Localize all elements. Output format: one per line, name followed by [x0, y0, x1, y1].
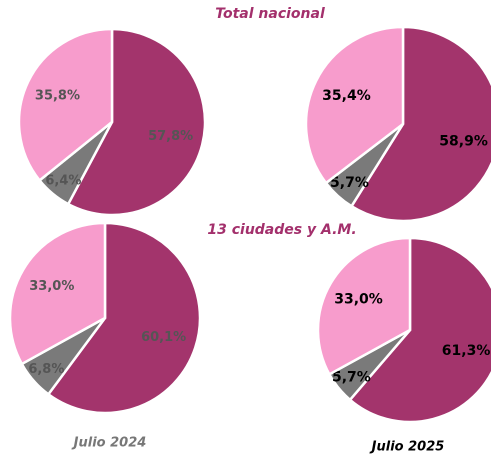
pie-slice	[349, 25, 491, 223]
period-label: Julio 2024	[71, 436, 147, 451]
data-label: 58,9%	[439, 133, 488, 149]
data-label: 61,3%	[442, 343, 491, 359]
data-label: 35,8%	[35, 88, 80, 103]
pie-slice	[316, 236, 412, 377]
data-label: 33,0%	[29, 279, 74, 294]
data-label: 5,7%	[330, 175, 369, 191]
pie-slice	[8, 221, 107, 366]
data-label: 60,1%	[141, 330, 186, 345]
pie-slice	[17, 27, 114, 183]
data-label: 6,4%	[45, 173, 81, 188]
data-label: 57,8%	[148, 129, 193, 144]
data-label: 33,0%	[334, 292, 383, 308]
heading: 13 ciudades y A.M.	[207, 222, 356, 238]
pie-slice	[304, 25, 405, 185]
heading: Total nacional	[215, 6, 325, 22]
period-label: Julio 2025	[369, 440, 445, 455]
data-label: 6,8%	[28, 362, 64, 377]
pie-slice	[66, 27, 207, 217]
pie-slice	[46, 221, 202, 415]
data-label: 5,7%	[332, 370, 371, 386]
data-label: 35,4%	[322, 88, 371, 104]
pie-slice	[348, 236, 491, 424]
